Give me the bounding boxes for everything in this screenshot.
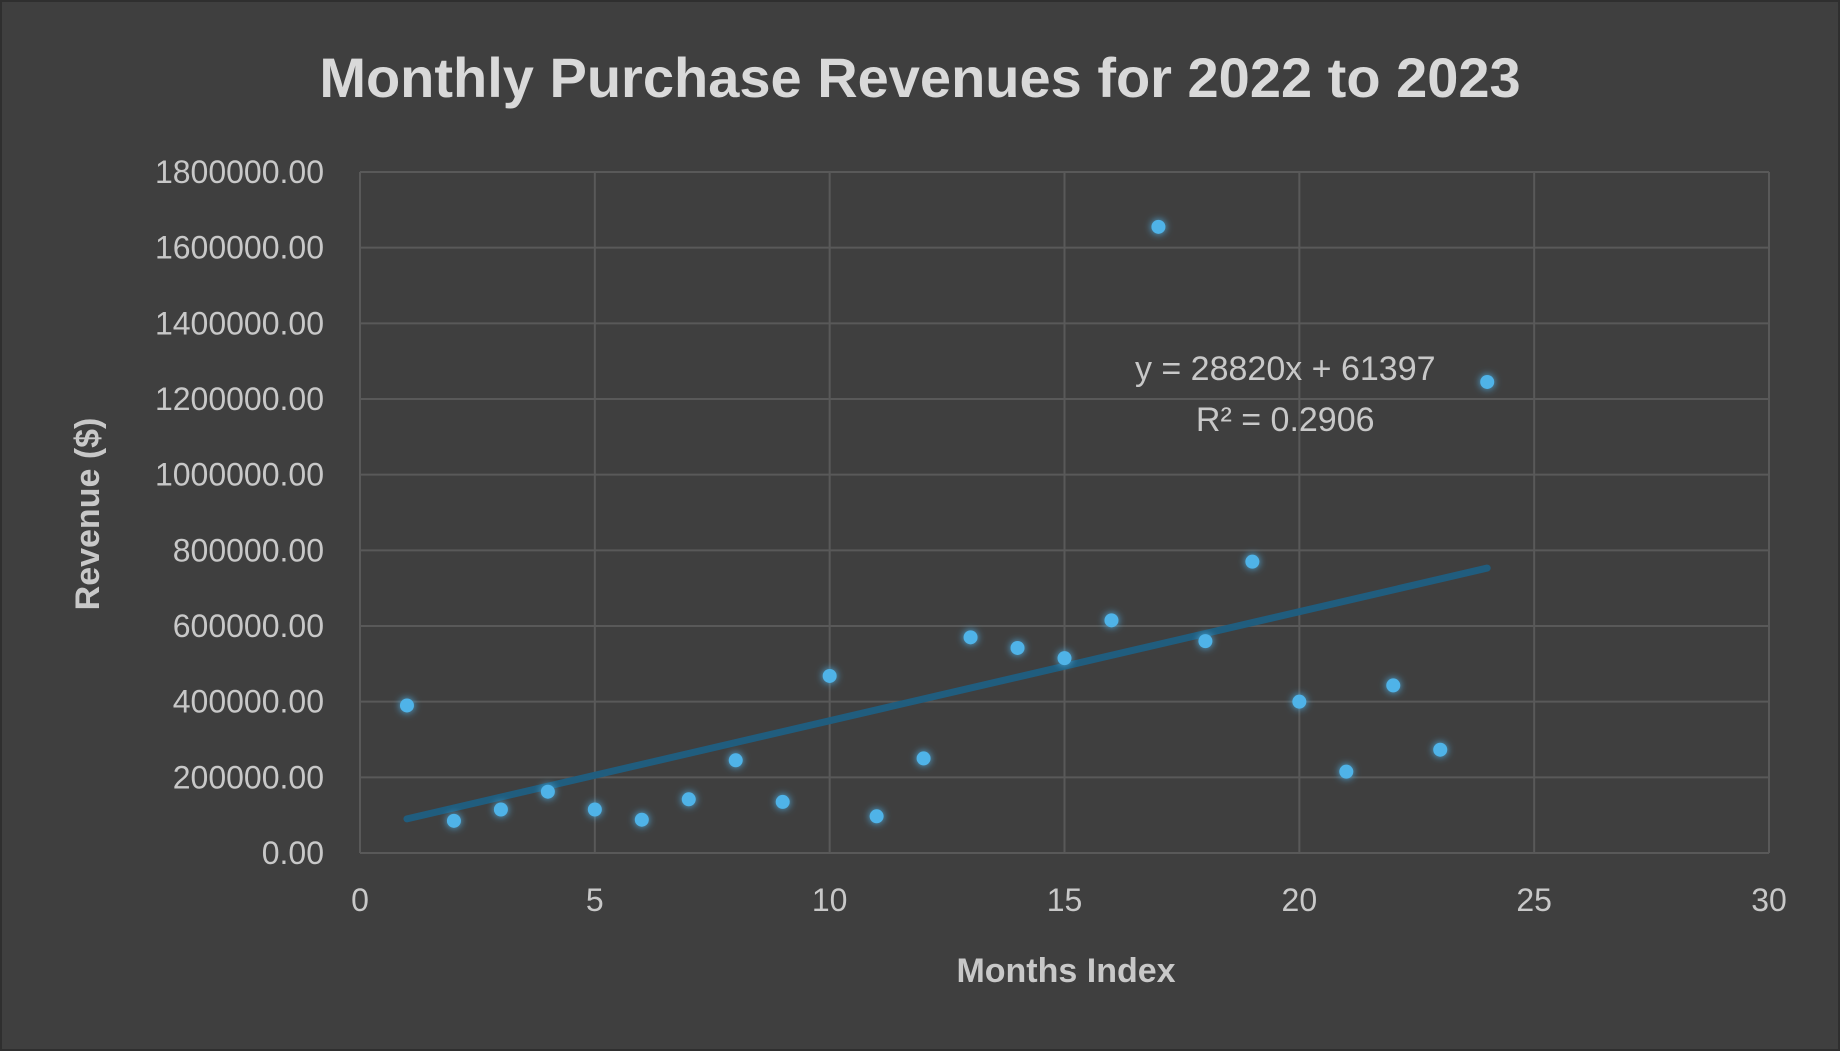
y-tick-label: 1400000.00: [155, 305, 324, 341]
y-tick-label: 0.00: [262, 835, 324, 871]
trendline-equation: y = 28820x + 61397: [1135, 350, 1436, 388]
x-tick-label: 30: [1751, 882, 1787, 918]
data-point: [1198, 634, 1213, 649]
data-point: [587, 802, 602, 817]
data-point: [1104, 613, 1119, 628]
y-tick-label: 600000.00: [173, 608, 324, 644]
x-axis-ticks: 0 5 10 15 20 25 30: [351, 882, 1787, 918]
data-point: [634, 812, 649, 827]
data-point: [1057, 651, 1072, 666]
data-point: [1245, 554, 1260, 569]
trendline-group: [403, 564, 1491, 823]
data-point: [1386, 678, 1401, 693]
data-point: [1339, 764, 1354, 779]
data-point: [963, 630, 978, 645]
data-point: [446, 813, 461, 828]
data-point: [1480, 374, 1495, 389]
y-axis-title: Revenue ($): [69, 418, 107, 611]
trendline: [403, 564, 1491, 823]
data-point: [916, 751, 931, 766]
chart-title: Monthly Purchase Revenues for 2022 to 20…: [319, 46, 1520, 109]
data-point: [1010, 640, 1025, 655]
data-point: [540, 784, 555, 799]
y-tick-label: 200000.00: [173, 759, 324, 795]
x-tick-label: 20: [1282, 882, 1318, 918]
data-point: [822, 668, 837, 683]
data-point: [681, 792, 696, 807]
data-point: [399, 698, 414, 713]
data-point: [493, 802, 508, 817]
data-point: [1151, 219, 1166, 234]
y-tick-label: 400000.00: [173, 684, 324, 720]
y-tick-label: 1000000.00: [155, 457, 324, 493]
x-tick-label: 5: [586, 882, 604, 918]
y-axis-ticks: 0.00 200000.00 400000.00 600000.00 800000.00…: [155, 154, 324, 871]
y-tick-label: 800000.00: [173, 532, 324, 568]
data-points: [399, 219, 1495, 828]
y-tick-label: 1600000.00: [155, 230, 324, 266]
x-tick-label: 0: [351, 882, 369, 918]
data-point: [869, 809, 884, 824]
data-point: [1292, 694, 1307, 709]
x-axis-title: Months Index: [956, 952, 1175, 990]
x-tick-label: 15: [1047, 882, 1083, 918]
data-point: [728, 753, 743, 768]
y-tick-label: 1200000.00: [155, 381, 324, 417]
data-point: [1433, 742, 1448, 757]
gridlines: [359, 171, 1770, 854]
x-tick-label: 10: [812, 882, 848, 918]
x-tick-label: 25: [1516, 882, 1552, 918]
data-point: [775, 794, 790, 809]
trendline-r-squared: R² = 0.2906: [1196, 401, 1375, 439]
y-tick-label: 1800000.00: [155, 154, 324, 190]
